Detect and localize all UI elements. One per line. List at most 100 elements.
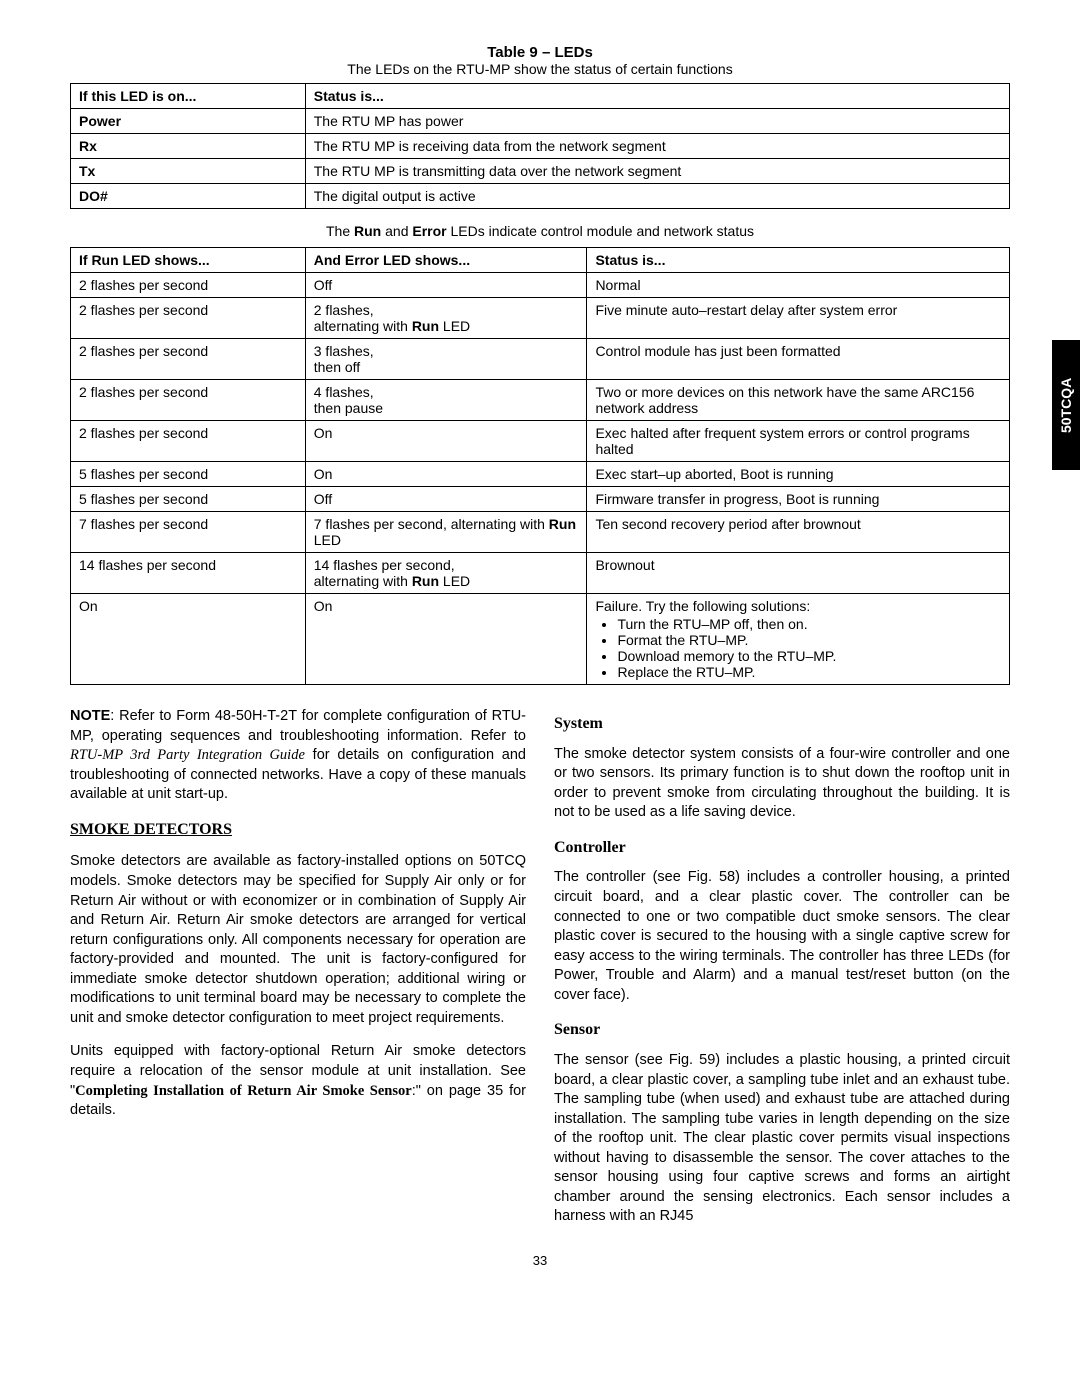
cell-text: If this LED is on... (79, 88, 196, 104)
run-error-table: If Run LED shows... And Error LED shows.… (70, 247, 1010, 685)
cell-text: If Run LED shows... (79, 252, 210, 268)
cell: 7 flashes per second, alternating with R… (305, 512, 587, 553)
left-column: NOTE: Refer to Form 48-50H-T-2T for comp… (70, 707, 526, 1227)
cell: The digital output is active (305, 184, 1009, 209)
paragraph: The controller (see Fig. 58) includes a … (554, 868, 1010, 1005)
table-row: 2 flashes per second 4 flashes, then pau… (71, 380, 1010, 421)
text: LEDs indicate control module and network… (447, 223, 754, 239)
cell: 2 flashes per second (71, 273, 306, 298)
text: LED (439, 318, 470, 334)
cell: Five minute auto–restart delay after sys… (587, 298, 1010, 339)
cell: 3 flashes, then off (305, 339, 587, 380)
text: : Refer to Form 48-50H-T-2T for complete… (70, 708, 526, 744)
paragraph: Smoke detectors are available as factory… (70, 852, 526, 1028)
text: Run (412, 318, 439, 334)
cell: On (305, 462, 587, 487)
text: Failure. Try the following solutions: (595, 598, 810, 614)
cell: 14 flashes per second (71, 553, 306, 594)
mid-note: The Run and Error LEDs indicate control … (70, 223, 1010, 239)
list-item: Format the RTU–MP. (617, 632, 1001, 648)
text: LED (439, 573, 470, 589)
sensor-heading: Sensor (554, 1019, 1010, 1041)
smoke-detectors-heading: SMOKE DETECTORS (70, 819, 526, 841)
text: and (381, 223, 412, 239)
cell: The RTU MP has power (305, 109, 1009, 134)
paragraph: Units equipped with factory-optional Ret… (70, 1042, 526, 1120)
table-row: Rx The RTU MP is receiving data from the… (71, 134, 1010, 159)
table-row: 2 flashes per second 3 flashes, then off… (71, 339, 1010, 380)
cell: Ten second recovery period after brownou… (587, 512, 1010, 553)
cell: Power (71, 109, 306, 134)
table-row: If Run LED shows... And Error LED shows.… (71, 248, 1010, 273)
table-header-cell: And Error LED shows... (305, 248, 587, 273)
note-label: NOTE (70, 708, 110, 724)
table-row: 7 flashes per second 7 flashes per secon… (71, 512, 1010, 553)
cell: 2 flashes, alternating with Run LED (305, 298, 587, 339)
cell: Rx (71, 134, 306, 159)
text: Run (549, 516, 576, 532)
cell: The RTU MP is receiving data from the ne… (305, 134, 1009, 159)
cell-text: DO# (79, 188, 108, 204)
cell: Two or more devices on this network have… (587, 380, 1010, 421)
cell-text: Power (79, 113, 121, 129)
cell: DO# (71, 184, 306, 209)
text: Run (354, 223, 381, 239)
cell: 2 flashes per second (71, 380, 306, 421)
cell: Exec halted after frequent system errors… (587, 421, 1010, 462)
cell: 2 flashes per second (71, 421, 306, 462)
table-header-cell: Status is... (305, 84, 1009, 109)
cell-text: Rx (79, 138, 97, 154)
table-row: Power The RTU MP has power (71, 109, 1010, 134)
two-column-body: NOTE: Refer to Form 48-50H-T-2T for comp… (70, 707, 1010, 1227)
cell: On (305, 421, 587, 462)
cell-text: Status is... (595, 252, 665, 268)
text: LED (314, 532, 341, 548)
table-header-cell: Status is... (587, 248, 1010, 273)
led-status-table: If this LED is on... Status is... Power … (70, 83, 1010, 209)
failure-list: Turn the RTU–MP off, then on. Format the… (595, 616, 1001, 680)
page-root: 50TCQA Table 9 – LEDs The LEDs on the RT… (0, 0, 1080, 1298)
cell: 2 flashes per second (71, 339, 306, 380)
table-header-cell: If Run LED shows... (71, 248, 306, 273)
cell: On (71, 594, 306, 685)
table-row: 2 flashes per second Off Normal (71, 273, 1010, 298)
cell: Brownout (587, 553, 1010, 594)
table-header-cell: If this LED is on... (71, 84, 306, 109)
cell: On (305, 594, 587, 685)
table-row: 5 flashes per second On Exec start–up ab… (71, 462, 1010, 487)
note-paragraph: NOTE: Refer to Form 48-50H-T-2T for comp… (70, 707, 526, 805)
text: Completing Installation of Return Air Sm… (75, 1083, 412, 1099)
cell: 5 flashes per second (71, 487, 306, 512)
table-row: 2 flashes per second 2 flashes, alternat… (71, 298, 1010, 339)
table-row: If this LED is on... Status is... (71, 84, 1010, 109)
table-row: Tx The RTU MP is transmitting data over … (71, 159, 1010, 184)
table-row: DO# The digital output is active (71, 184, 1010, 209)
cell: 2 flashes per second (71, 298, 306, 339)
text: Error (412, 223, 446, 239)
cell: Tx (71, 159, 306, 184)
text: 7 flashes per second, alternating with (314, 516, 549, 532)
cell-text: Tx (79, 163, 95, 179)
paragraph: The smoke detector system consists of a … (554, 745, 1010, 823)
cell: Normal (587, 273, 1010, 298)
cell: Exec start–up aborted, Boot is running (587, 462, 1010, 487)
cell: Off (305, 487, 587, 512)
text: RTU-MP 3rd Party Integration Guide (70, 747, 305, 763)
cell: 4 flashes, then pause (305, 380, 587, 421)
table-subtitle: The LEDs on the RTU-MP show the status o… (70, 61, 1010, 77)
list-item: Turn the RTU–MP off, then on. (617, 616, 1001, 632)
cell-text: Status is... (314, 88, 384, 104)
page-number: 33 (70, 1253, 1010, 1268)
table-row: 2 flashes per second On Exec halted afte… (71, 421, 1010, 462)
text: The (326, 223, 354, 239)
cell-text: And Error LED shows... (314, 252, 470, 268)
table-title: Table 9 – LEDs (70, 44, 1010, 61)
side-tab: 50TCQA (1052, 340, 1080, 470)
system-heading: System (554, 713, 1010, 735)
cell: Failure. Try the following solutions: Tu… (587, 594, 1010, 685)
table-row: On On Failure. Try the following solutio… (71, 594, 1010, 685)
cell: 14 flashes per second, alternating with … (305, 553, 587, 594)
table-title-bold: Table 9 – LEDs (487, 44, 593, 61)
table-row: 5 flashes per second Off Firmware transf… (71, 487, 1010, 512)
cell: 7 flashes per second (71, 512, 306, 553)
